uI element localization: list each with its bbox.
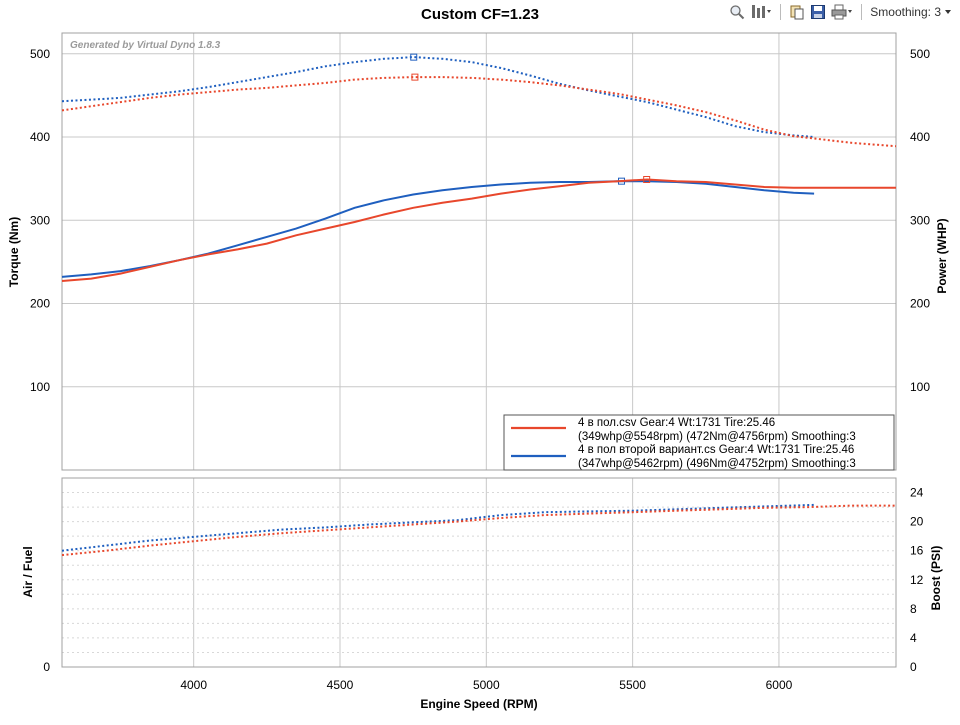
x-tick-label: 6000: [766, 678, 793, 692]
legend-series-2-summary: (347whp@5462rpm) (496Nm@4752rpm) Smoothi…: [578, 458, 856, 470]
series-layer: [61, 53, 897, 557]
legend-series-1-summary: (349whp@5548rpm) (472Nm@4756rpm) Smoothi…: [578, 431, 856, 443]
x-tick-label: 4500: [327, 678, 354, 692]
series-1-torque-peak-marker: [411, 73, 419, 81]
series-1-power-peak-marker: [643, 175, 651, 183]
y-axis-title-air-fuel: Air / Fuel: [21, 546, 35, 597]
y-tick-label-power: 300: [910, 213, 930, 227]
toolbar: Smoothing: 3: [729, 2, 952, 22]
legend-series-2-name: 4 в пол второй вариант.cs Gear:4 Wt:1731…: [578, 444, 854, 456]
y-tick-label-power: 200: [910, 297, 930, 311]
y-tick-label-power: 100: [910, 380, 930, 394]
y-tick-label-boost: 0: [910, 660, 917, 674]
y-axis-title-torque: Torque (Nm): [7, 217, 21, 287]
y-tick-label-boost: 16: [910, 544, 924, 558]
grid-lines: [62, 33, 896, 667]
y-tick-label-boost: 24: [910, 486, 924, 500]
y-tick-label-boost: 4: [910, 631, 917, 645]
y-tick-label-power: 500: [910, 47, 930, 61]
bottom-plot-frame: [61, 477, 897, 668]
x-axis-title: Engine Speed (RPM): [420, 697, 537, 711]
series-2-power-line: [61, 180, 815, 278]
save-icon[interactable]: [810, 3, 826, 21]
y-tick-label-torque: 300: [30, 213, 50, 227]
x-tick-label: 4000: [180, 678, 207, 692]
y-tick-label-power: 400: [910, 130, 930, 144]
y-tick-label-boost: 8: [910, 602, 917, 616]
y-tick-label-air-fuel: 0: [43, 660, 50, 674]
chevron-down-icon: [945, 10, 951, 14]
legend-box: [503, 414, 895, 471]
smoothing-dropdown[interactable]: Smoothing: 3: [870, 5, 952, 19]
series-1-power-line: [61, 178, 896, 282]
y-tick-label-torque: 200: [30, 297, 50, 311]
print-icon[interactable]: [831, 3, 853, 21]
y-tick-label-boost: 20: [910, 515, 924, 529]
y-axis-title-power: Power (WHP): [935, 218, 949, 293]
smoothing-label: Smoothing: 3: [870, 5, 941, 19]
x-tick-label: 5000: [473, 678, 500, 692]
axis-ticks: 4000 4500 5000 5500 600010020030040050010020…: [30, 47, 930, 692]
filter-icon[interactable]: [750, 3, 772, 21]
legend-series-1-name: 4 в пол.csv Gear:4 Wt:1731 Tire:25.46: [578, 417, 775, 429]
series-1-torque-line: [61, 76, 897, 148]
series-1-boost-line: [61, 504, 896, 557]
y-axis-title-boost: Boost (PSI): [929, 546, 943, 611]
copy-icon[interactable]: [789, 3, 805, 21]
toolbar-separator: [780, 4, 782, 20]
y-tick-label-torque: 500: [30, 47, 50, 61]
x-tick-label: 5500: [619, 678, 646, 692]
series-2-torque-peak-marker: [410, 53, 418, 61]
y-tick-label-torque: 100: [30, 380, 50, 394]
series-2-torque-line: [61, 56, 815, 138]
y-tick-label-torque: 400: [30, 130, 50, 144]
toolbar-separator: [861, 4, 863, 20]
watermark: Generated by Virtual Dyno 1.8.3: [70, 40, 221, 51]
top-plot-frame: [61, 32, 897, 471]
zoom-icon[interactable]: [729, 3, 745, 21]
legend: 4 в пол.csv Gear:4 Wt:1731 Tire:25.46 (3…: [503, 414, 895, 471]
chart-title: Custom CF=1.23: [421, 6, 539, 23]
y-tick-label-boost: 12: [910, 573, 924, 587]
series-2-boost-line: [61, 503, 815, 552]
